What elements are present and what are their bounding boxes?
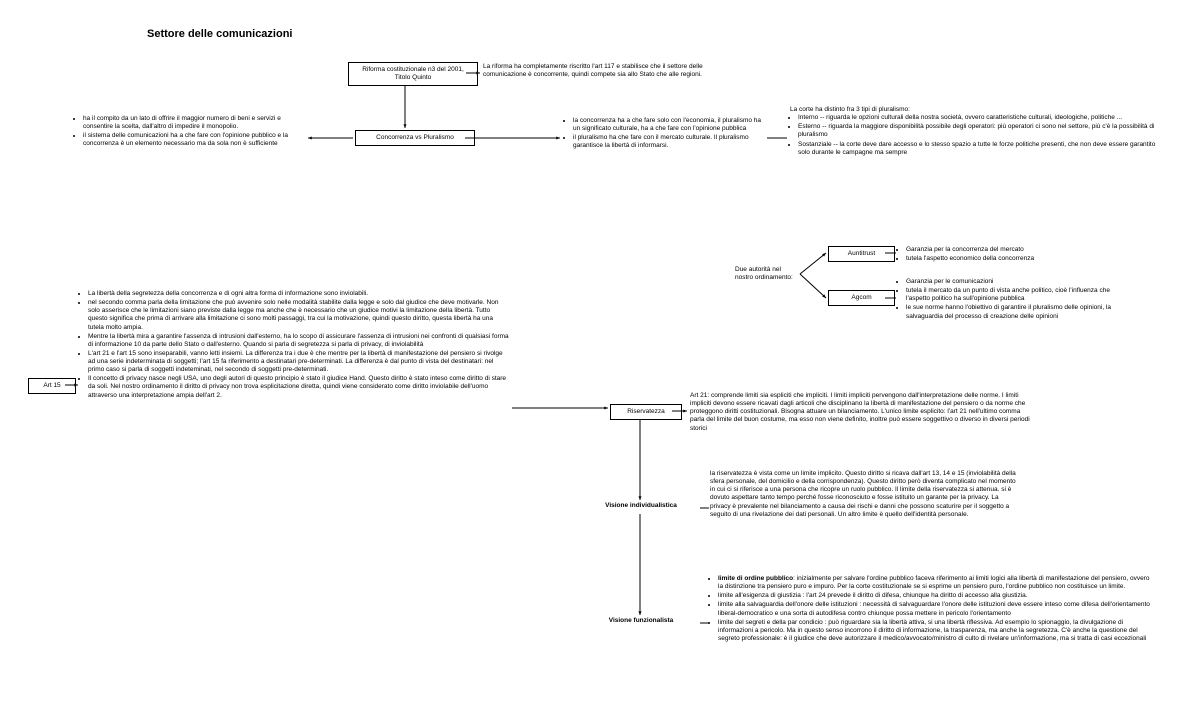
visione-individualistica-description: la riservatezza è vista come un limite i… — [710, 470, 1020, 519]
list-item: tutela il mercato da un punto di vista a… — [906, 287, 1128, 303]
list-item: ha il compito da un lato di offrire il m… — [83, 115, 305, 131]
node-concorrenza[interactable]: Concorrenza vs Pluralismo — [355, 130, 475, 146]
list-item: Garanzia per la concorrenza del mercato — [906, 246, 1118, 254]
node-riforma[interactable]: Riforma costituzionale n3 del 2001, Tito… — [348, 62, 478, 86]
list-item: limite alla salvaguardia dell'onore dell… — [718, 601, 1150, 617]
concorrenza-left-list: ha il compito da un lato di offrire il m… — [75, 115, 305, 150]
riservatezza-description: Art 21: comprende limiti sia espliciti c… — [690, 392, 1030, 433]
list-item: la concorrenza ha a che fare solo con l'… — [573, 117, 765, 133]
pluralismo-list: La corte ha distinto fra 3 tipi di plura… — [790, 106, 1160, 158]
node-visione-individualistica[interactable]: Visione individualistica — [584, 502, 698, 510]
list-item: le sue norme hanno l'obiettivo di garant… — [906, 304, 1128, 320]
list-item: Esterno -- riguarda la maggiore disponib… — [798, 123, 1160, 139]
list-item: La libertà della segretezza della concor… — [88, 290, 510, 298]
list-item: Sostanziale -- la corte deve dare access… — [798, 141, 1160, 157]
node-visione-funzionalista[interactable]: Visione funzionalista — [584, 617, 698, 625]
mindmap-canvas: Settore delle comunicazioni Riforma cost… — [0, 0, 1200, 711]
concorrenza-right-list: la concorrenza ha a che fare solo con l'… — [565, 117, 765, 152]
page-title: Settore delle comunicazioni — [147, 28, 292, 40]
node-agcom[interactable]: Agcom — [828, 290, 895, 306]
list-item: limite di ordine pubblico: inizialmente … — [718, 575, 1150, 591]
list-item: tutela l'aspetto economico della concorr… — [906, 255, 1118, 263]
list-item: Garanzia per le comunicazioni — [906, 278, 1128, 286]
due-autorita-label: Due autorità nel nostro ordinamento: — [735, 266, 800, 282]
list-item: L'art 21 e l'art 15 sono inseparabili, v… — [88, 350, 510, 374]
list-item: Interno -- riguarda le opzioni culturali… — [798, 114, 1160, 122]
art15-list: La libertà della segretezza della concor… — [80, 290, 510, 401]
list-item: il sistema delle comunicazioni ha a che … — [83, 132, 305, 148]
auntitrust-list: Garanzia per la concorrenza del mercato … — [898, 246, 1118, 264]
visione-funzionalista-list: limite di ordine pubblico: inizialmente … — [710, 575, 1150, 644]
node-auntitrust[interactable]: Auntitrust — [828, 246, 895, 262]
node-riservatezza[interactable]: Riservatezza — [610, 404, 682, 420]
agcom-list: Garanzia per le comunicazioni tutela il … — [898, 278, 1128, 322]
list-item: nel secondo comma parla della limitazion… — [88, 299, 510, 332]
node-art15[interactable]: Art 15 — [28, 378, 76, 394]
list-item: Mentre la libertà mira a garantire l'ass… — [88, 333, 510, 349]
list-item: il pluralismo ha che fare con il mercato… — [573, 134, 765, 150]
riforma-description: La riforma ha completamente riscritto l'… — [483, 63, 703, 79]
list-item: Il concetto di privacy nasce negli USA, … — [88, 375, 510, 399]
list-heading: La corte ha distinto fra 3 tipi di plura… — [790, 106, 1160, 114]
list-item: limite all'esigenza di giustizia : l'art… — [718, 592, 1150, 600]
list-item: limite del segreti e della par condicio … — [718, 619, 1150, 643]
